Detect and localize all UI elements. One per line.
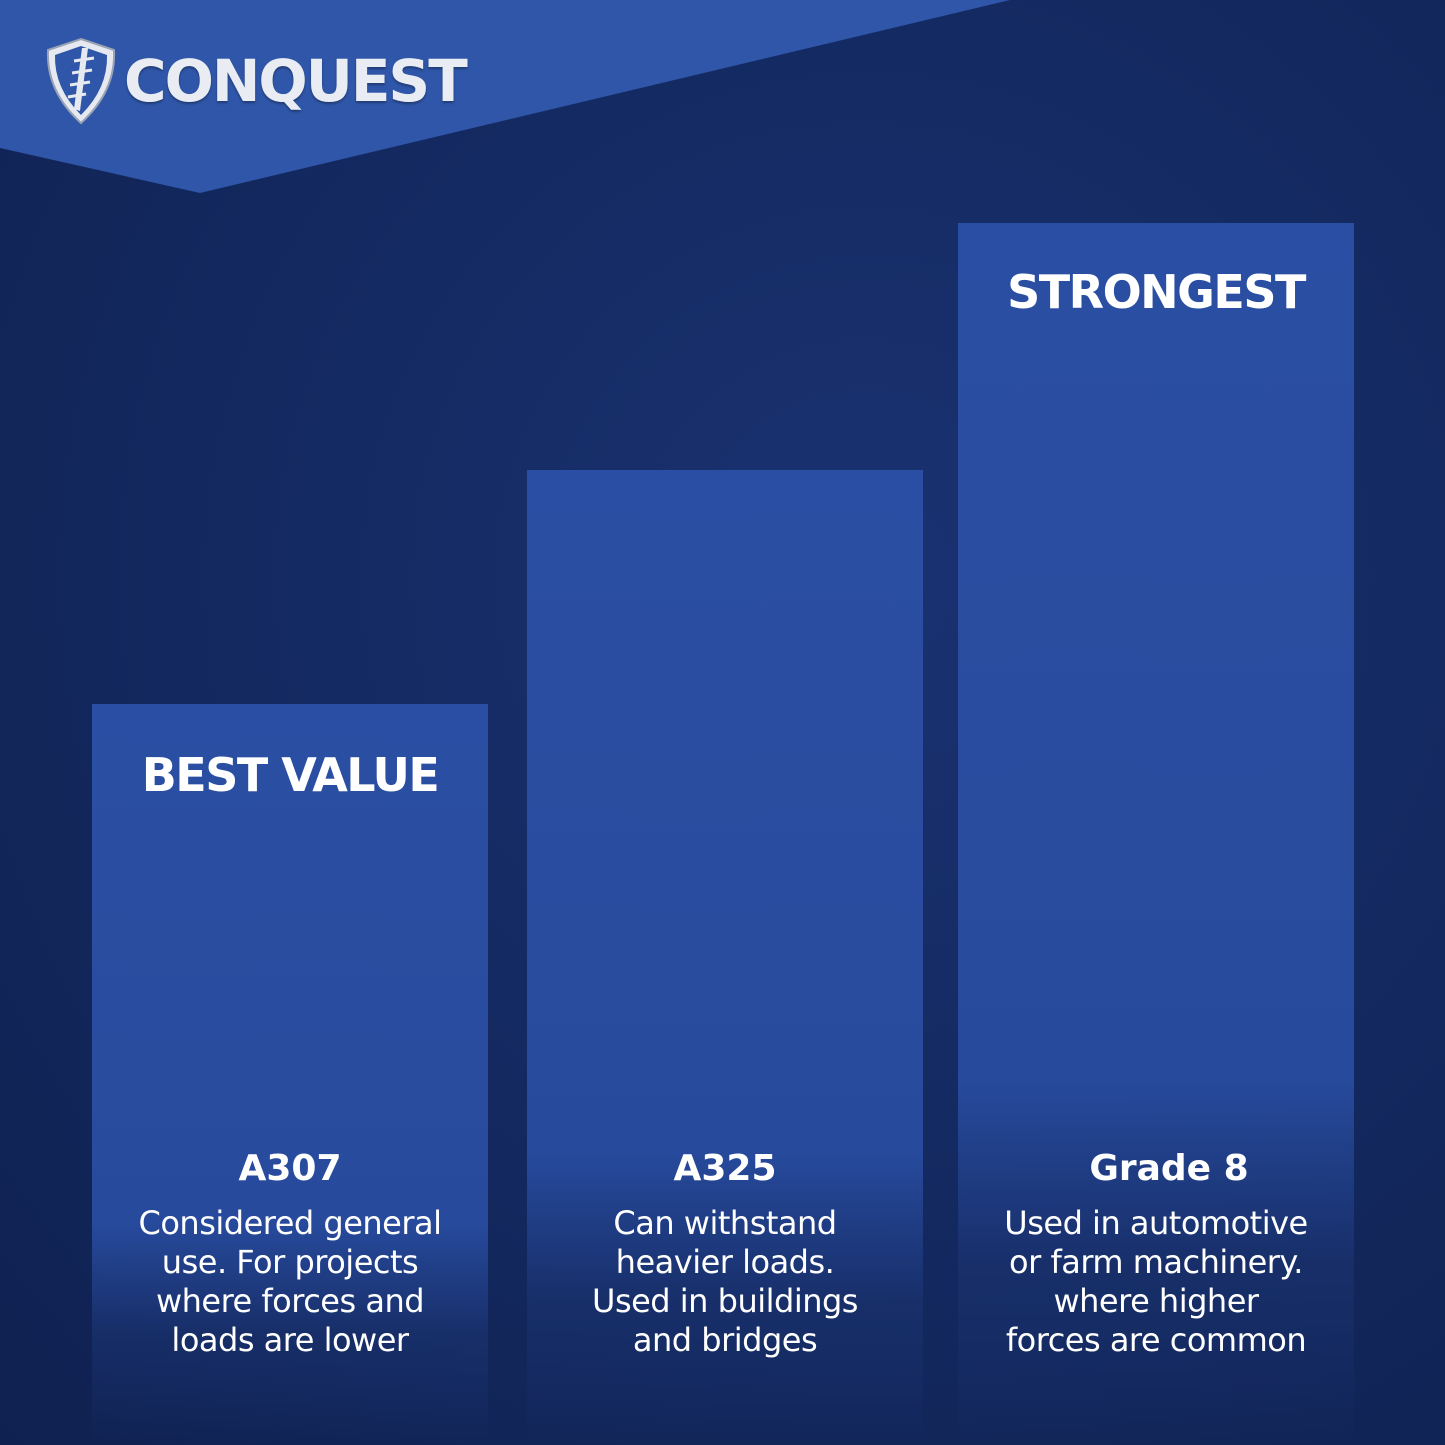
desc-line: and bridges bbox=[632, 1321, 818, 1359]
brand-logo: CONQUEST bbox=[44, 36, 468, 126]
shield-bolt-icon bbox=[46, 37, 116, 125]
desc-line: or farm machinery. bbox=[1009, 1243, 1303, 1281]
desc-line: Used in buildings bbox=[592, 1282, 858, 1320]
desc-line: loads are lower bbox=[171, 1321, 409, 1359]
grade-description: Considered general use. For projects whe… bbox=[92, 1204, 488, 1360]
desc-line: where forces and bbox=[155, 1282, 425, 1320]
desc-line: forces are common bbox=[1005, 1321, 1307, 1359]
desc-line: Used in automotive bbox=[1004, 1204, 1308, 1242]
grade-description: Can withstand heavier loads. Used in bui… bbox=[527, 1204, 923, 1360]
bar-a325: A325 Can withstand heavier loads. Used i… bbox=[527, 470, 923, 1445]
desc-line: Considered general bbox=[138, 1204, 442, 1242]
bar-tag: STRONGEST bbox=[1007, 265, 1306, 319]
brand-name: CONQUEST bbox=[124, 47, 468, 115]
bar-a307: BEST VALUE A307 Considered general use. … bbox=[92, 704, 488, 1445]
header-banner bbox=[0, 0, 1010, 193]
desc-line: Can withstand bbox=[613, 1204, 837, 1242]
bar-grade-8: STRONGEST Grade 8 Used in automotive or … bbox=[958, 223, 1354, 1445]
desc-line: heavier loads. bbox=[615, 1243, 835, 1281]
desc-line: use. For projects bbox=[161, 1243, 419, 1281]
bar-tag: BEST VALUE bbox=[141, 748, 440, 802]
grade-description: Used in automotive or farm machinery. wh… bbox=[958, 1204, 1354, 1360]
grade-label: A325 bbox=[673, 1148, 777, 1189]
grade-label: A307 bbox=[238, 1148, 342, 1189]
desc-line: where higher bbox=[1053, 1282, 1259, 1320]
grade-label: Grade 8 bbox=[1089, 1148, 1249, 1189]
